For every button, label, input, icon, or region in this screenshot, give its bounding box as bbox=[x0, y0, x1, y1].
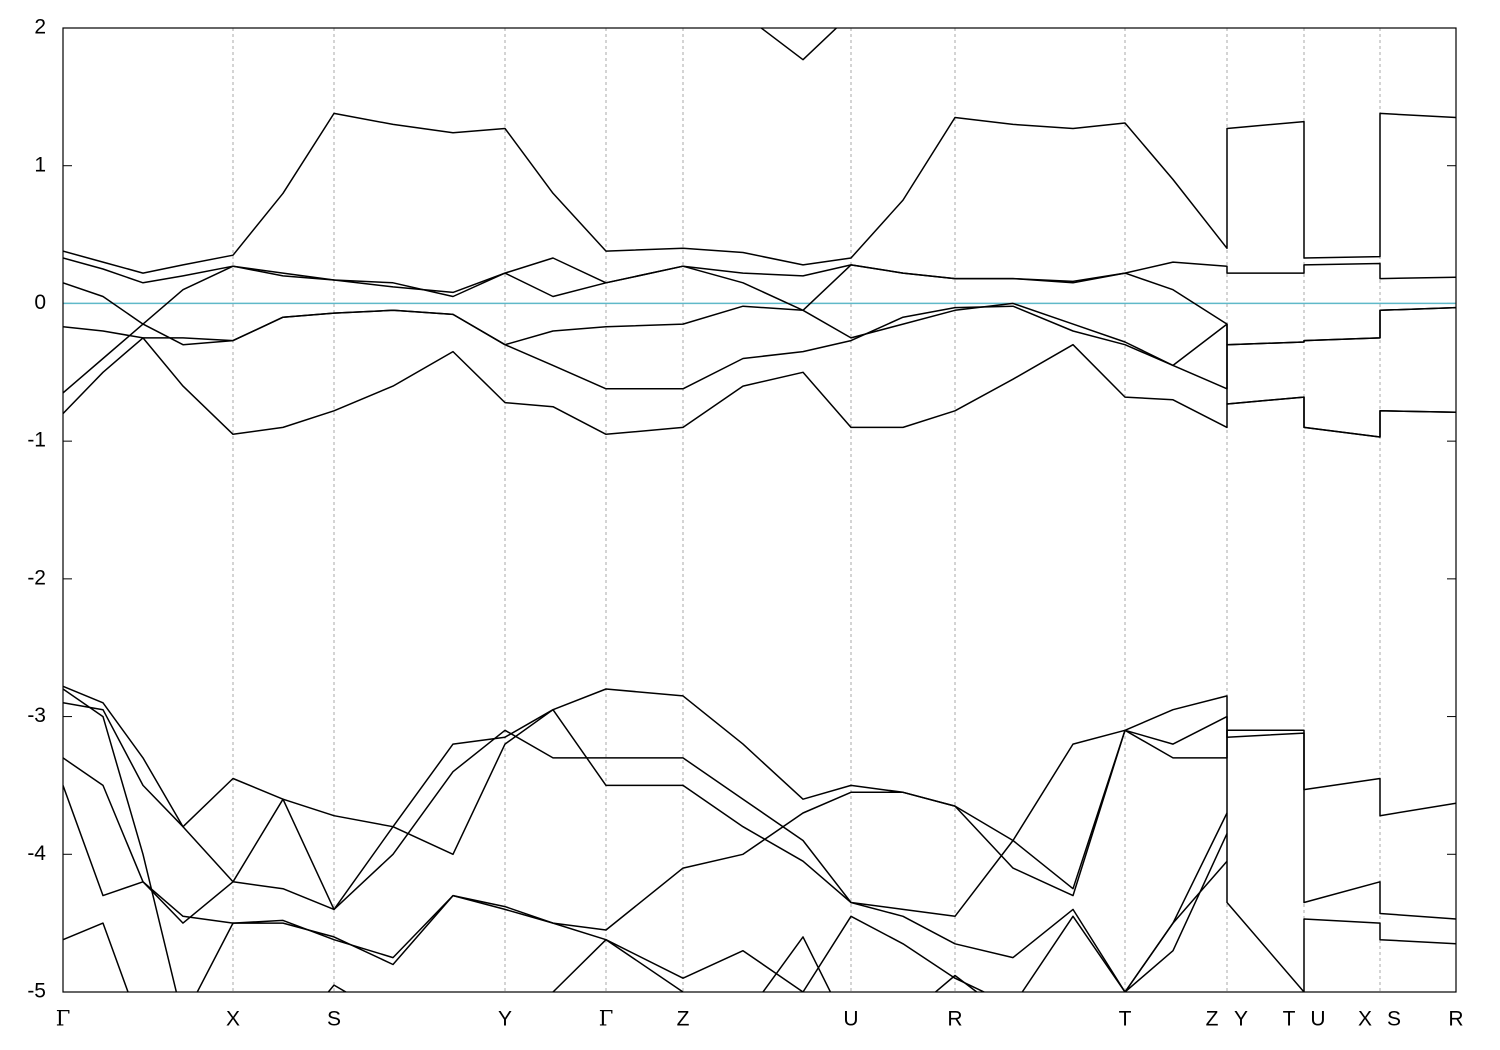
x-tick-label: X bbox=[1358, 1008, 1372, 1031]
band-line bbox=[63, 112, 1456, 274]
band-line bbox=[63, 337, 1456, 438]
y-tick-label: -4 bbox=[27, 842, 46, 865]
x-tick-label: Y bbox=[498, 1008, 512, 1031]
band-line bbox=[63, 257, 1456, 298]
y-tick-label: 1 bbox=[34, 153, 46, 176]
x-tick-label: S bbox=[327, 1008, 341, 1031]
y-tick-label: 2 bbox=[34, 16, 46, 39]
band-line bbox=[63, 708, 1228, 992]
x-tick-label: X bbox=[226, 1008, 240, 1031]
x-tick-label: T bbox=[1119, 1008, 1132, 1031]
x-tick-label: Z bbox=[1206, 1008, 1219, 1031]
x-tick-label: T bbox=[1283, 1008, 1296, 1031]
y-tick-label: -3 bbox=[27, 704, 46, 727]
band-line bbox=[63, 685, 1456, 918]
band-line bbox=[63, 688, 1456, 920]
x-tick-label: R bbox=[1448, 1008, 1463, 1031]
y-tick-label: 0 bbox=[34, 291, 46, 314]
x-tick-label: S bbox=[1387, 1008, 1401, 1031]
y-tick-label: -5 bbox=[27, 980, 46, 1003]
plot-frame bbox=[62, 27, 1457, 993]
band-line bbox=[63, 715, 1456, 992]
x-tick-label: U bbox=[843, 1008, 858, 1031]
x-tick-label: Z bbox=[677, 1008, 690, 1031]
x-tick-label: R bbox=[947, 1008, 962, 1031]
x-tick-label: Γ bbox=[56, 1007, 71, 1031]
x-tick-label: Y bbox=[1234, 1008, 1248, 1031]
x-tick-label: Γ bbox=[599, 1007, 614, 1031]
x-tick-label: U bbox=[1310, 1008, 1325, 1031]
band-line bbox=[63, 688, 1228, 992]
y-tick-label: -1 bbox=[27, 429, 46, 452]
bands bbox=[63, 28, 1456, 992]
y-tick-label: -2 bbox=[27, 566, 46, 589]
band-line bbox=[759, 28, 838, 61]
